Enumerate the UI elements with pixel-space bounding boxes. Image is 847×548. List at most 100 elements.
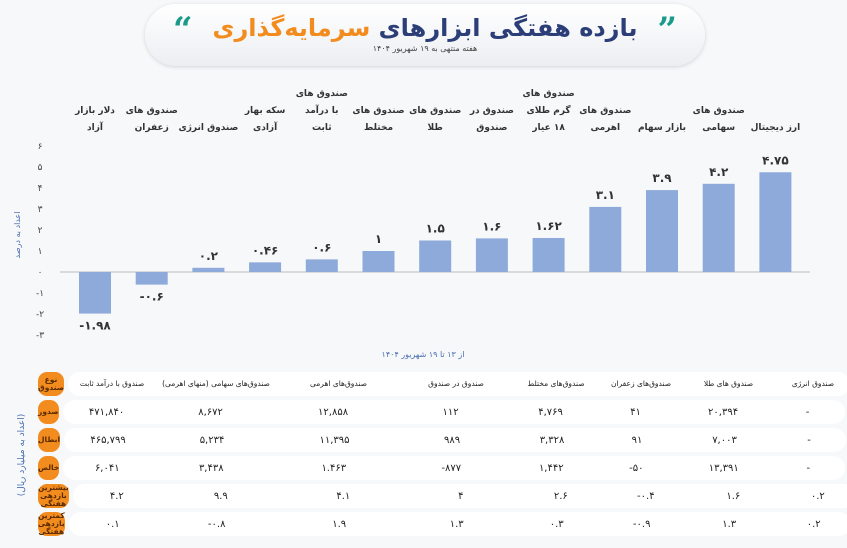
category-label: طلا <box>428 123 443 133</box>
category-label: ۱۸ عیار <box>531 123 565 133</box>
column-header: صندوق‌های مختلط <box>527 378 585 388</box>
table-cell: ۱.۳ <box>722 518 737 530</box>
column-header: صندوق در صندوق <box>428 378 484 388</box>
category-label: آزادی <box>253 121 278 133</box>
table-cell: ۴۱ <box>630 406 641 418</box>
y-tick-label: ۶ <box>38 142 43 152</box>
data-label: ۱ <box>375 232 382 246</box>
row-cells: ۴۶۵,۷۹۹ ۵,۲۳۴ ۱۱,۳۹۵ ۹۸۹ ۳,۳۲۸ ۹۱ ۷,۰۰۳ - <box>64 428 847 452</box>
table-unit-note: (اعداد به میلیارد ریال) <box>17 413 27 497</box>
table-cell: ۱.۳ <box>449 518 464 530</box>
table-cell: -۰.۸ <box>207 518 226 530</box>
table-cell: ۹۱ <box>631 434 643 446</box>
column-header: صندوق با درآمد ثابت <box>79 378 145 388</box>
row-cells: صندوق با درآمد ثابت صندوق‌های سهامی (منها… <box>68 372 847 396</box>
x-axis-label: از ۱۳ تا ۱۹ شهریور ۱۴۰۴ <box>382 350 465 359</box>
bar <box>759 172 792 272</box>
column-header: صندوق‌های زعفران <box>610 378 672 388</box>
title-main: بازده هفتگی ابزارهای <box>378 14 638 42</box>
category-label: ارز دیجیتال <box>751 123 801 133</box>
title-accent: سرمایه‌گذاری <box>212 14 371 42</box>
data-label: -۰.۶ <box>140 290 164 304</box>
y-tick-label: ۱ <box>38 247 43 257</box>
category-label: صندوق های <box>296 89 348 99</box>
category-label: صندوق های <box>579 106 631 116</box>
table-cell: ۷,۰۰۳ <box>712 434 737 446</box>
data-label: ۱.۶ <box>482 219 501 233</box>
category-label: صندوق <box>476 123 507 133</box>
table-row: کمترین بازدهی هفتگی ۰.۱ -۰.۸ ۱.۹ ۱.۳ ۰.۳ -۰.۹ ۱… <box>38 510 847 537</box>
category-label: اهرمی <box>590 123 620 133</box>
table-cell: ۵,۲۳۴ <box>199 434 225 446</box>
table-cell: ۰.۱ <box>105 518 120 530</box>
data-label: ۱.۵ <box>426 222 445 236</box>
table-cell: ۴۷۱,۸۴۰ <box>88 406 125 418</box>
column-header: صندوق‌های اهرمی <box>310 378 367 388</box>
fund-flow-table: نوع صندوق صندوق با درآمد ثابت صندوق‌های سه… <box>38 372 847 540</box>
table-cell: ۱.۹ <box>332 518 347 530</box>
table-row: ابطال ۴۶۵,۷۹۹ ۵,۲۳۴ ۱۱,۳۹۵ ۹۸۹ ۳,۳۲۸ ۹۱ ۷,۰۰۳ - <box>38 428 847 452</box>
category-label: صندوق در <box>469 106 514 116</box>
category-label: زعفران <box>135 123 169 133</box>
table-cell: -۰.۴ <box>637 490 655 502</box>
category-label: گرم طلای <box>527 104 572 116</box>
category-label: با درآمد <box>305 104 339 116</box>
column-header: صندوق‌های سهامی (منهای اهرمی) <box>162 378 270 388</box>
title-banner: “ ” بازده هفتگی ابزارهای سرمایه‌گذاری هف… <box>145 4 705 66</box>
table-cell: ۴,۷۶۹ <box>538 406 563 418</box>
table-cell: ۱۱۲ <box>442 406 459 418</box>
bar <box>702 183 735 272</box>
table-cell: ۳,۳۲۸ <box>539 434 565 446</box>
y-tick-label: ۲ <box>38 226 43 236</box>
data-label: ۴.۷۵ <box>762 153 789 167</box>
table-cell: ۴ <box>458 490 464 502</box>
table-cell: ۹۸۹ <box>443 434 461 446</box>
y-tick-label: ۴ <box>38 184 43 194</box>
bar-chart: ۶ ۵ ۴ ۳ ۲ ۱ ۰ -۱ -۲ -۳ اعداد به درصد از ۱۳ تا ۱۹ شه… <box>13 89 810 359</box>
bar <box>532 237 565 272</box>
table-cell: - <box>805 406 810 418</box>
category-label: بازار سهام <box>638 123 686 133</box>
data-label: ۳.۹ <box>652 171 672 185</box>
table-cell: ۳,۴۳۸ <box>198 462 224 474</box>
page-subtitle: هفته منتهی به ۱۹ شهریور ۱۴۰۴ <box>372 44 478 53</box>
bar <box>135 272 168 285</box>
category-label: صندوق های <box>352 106 404 116</box>
table-cell: -۰.۹ <box>632 518 651 530</box>
table-cell: ۶,۰۴۱ <box>94 462 120 474</box>
data-label: ۳.۱ <box>596 188 615 202</box>
data-label: ۰.۴۶ <box>252 243 279 257</box>
row-cells: ۶,۰۴۱ ۳,۴۳۸ ۱.۴۶۳ -۸۷۷ ۱,۴۴۲ -۵۰ ۱۳,۳۹۱ - <box>63 456 846 480</box>
category-label: مختلط <box>364 123 393 133</box>
table-header-row: نوع صندوق صندوق با درآمد ثابت صندوق‌های سه… <box>38 372 847 396</box>
row-cells: ۴.۲ ۹.۹ ۴.۱ ۴ ۲.۶ -۰.۴ ۱.۶ ۰.۲ <box>72 484 847 508</box>
y-tick-label: -۱ <box>36 289 44 299</box>
table-cell: ۴.۲ <box>109 490 124 502</box>
category-label: صندوق های <box>693 106 745 116</box>
table-cell: - <box>806 462 811 474</box>
y-axis-label: اعداد به درصد <box>13 212 22 259</box>
column-header: صندوق انرژی <box>791 378 835 388</box>
table-cell: ۰.۲ <box>810 490 825 502</box>
row-header: کمترین بازدهی هفتگی <box>38 510 65 537</box>
table-cell: ۰.۲ <box>806 518 821 530</box>
table-cell: ۱.۶ <box>726 490 741 502</box>
table-row: صدور ۴۷۱,۸۴۰ ۸,۶۷۲ ۱۲,۸۵۸ ۱۱۲ ۴,۷۶۹ ۴۱ ۲۰,۳۹۴ - <box>38 400 845 424</box>
category-label: صندوق های <box>409 106 461 116</box>
data-label: -۱.۹۸ <box>79 319 111 333</box>
y-tick-label: -۳ <box>36 331 44 341</box>
page-title: بازده هفتگی ابزارهای سرمایه‌گذاری <box>145 14 705 42</box>
quote-open-icon: “ <box>173 10 193 50</box>
row-header: نوع صندوق <box>38 372 65 396</box>
table-cell: ۲.۶ <box>553 490 568 502</box>
table-cell: -۵۰ <box>629 462 644 474</box>
data-label: ۴.۲ <box>709 165 729 179</box>
bar <box>589 206 622 272</box>
category-label: صندوق های <box>522 89 574 99</box>
category-label: صندوق های <box>126 106 178 116</box>
bar <box>249 262 282 272</box>
table-cell: ۹.۹ <box>213 490 228 502</box>
category-label: سکه بهار <box>244 106 286 116</box>
table-cell: - <box>807 434 811 446</box>
bar <box>475 238 508 272</box>
